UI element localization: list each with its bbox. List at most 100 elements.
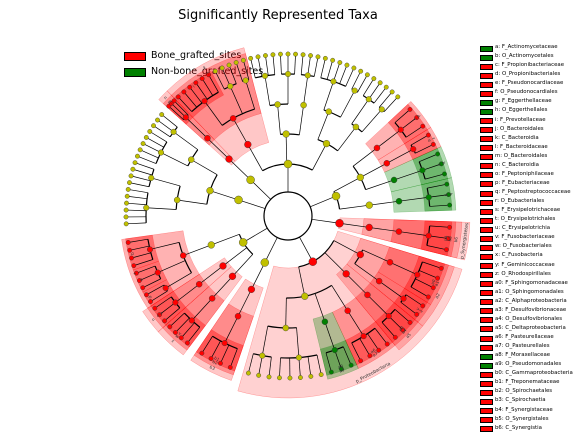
key-label: a4: O_Desulfovibrionales (495, 316, 562, 323)
taxon-node (378, 81, 382, 85)
taxon-node (385, 342, 389, 346)
tree-branch (353, 148, 377, 166)
key-swatch (480, 354, 493, 360)
key-label: d: O_Propionibacteriales (495, 71, 560, 78)
key-label: k: C_Bacteroidia (495, 135, 539, 142)
taxon-node (171, 129, 177, 135)
key-swatch (480, 109, 493, 115)
key-label: a0: F_Sphingomonadaceae (495, 280, 568, 287)
taxon-node (288, 376, 292, 380)
taxon-node (124, 208, 128, 212)
taxon-node (176, 95, 180, 99)
taxon-node (309, 258, 317, 266)
key-swatch (480, 73, 493, 79)
tree-branch (352, 99, 369, 124)
taxon-node (308, 53, 312, 57)
taxon-node (148, 299, 152, 303)
key-swatch (480, 308, 493, 314)
tree-branch (126, 223, 146, 224)
tree-branch (137, 156, 156, 163)
taxon-node (147, 247, 153, 253)
taxon-node (179, 336, 183, 340)
taxon-node (129, 174, 133, 178)
key-label: s: F_Erysipelotrichaceae (495, 207, 560, 214)
taxon-node (415, 312, 419, 316)
taxon-node (261, 259, 269, 267)
tree-branch (286, 134, 287, 164)
key-label: a5: C_Deltaproteobacteria (495, 325, 566, 332)
key-entry: a2: C_Alphaproteobacteria (480, 298, 576, 307)
key-label: q: F_Peptostreptococcaceae (495, 189, 571, 196)
key-entry: v: F_Fusobacteriaceae (480, 234, 576, 243)
taxon-node (293, 52, 297, 56)
taxon-node (322, 319, 328, 325)
taxon-node (426, 233, 432, 239)
key-swatch (480, 181, 493, 187)
key-entry: m: O_Bacteroidales (480, 153, 576, 162)
key-label: l: F_Bacteroidaceae (495, 144, 548, 151)
key-label: i: F_Prevotellaceae (495, 117, 546, 124)
taxon-node (263, 53, 267, 57)
taxon-node (163, 285, 169, 291)
taxon-node (396, 198, 402, 204)
taxon-node (155, 118, 159, 122)
taxon-node (301, 53, 305, 57)
tree-branch (346, 68, 354, 86)
key-entry: d: O_Propionibacteriales (480, 71, 576, 80)
taxon-node (366, 202, 373, 209)
taxon-node (401, 296, 407, 302)
key-swatch (480, 399, 493, 405)
key-swatch (480, 245, 493, 251)
key-label: a9: O_Pseudomonadales (495, 361, 561, 368)
tree-branch (251, 180, 271, 199)
key-label: b6: C_Synergistia (495, 425, 542, 432)
taxon-node (447, 225, 451, 229)
key-entry: a9: O_Pseudomonadales (480, 361, 576, 370)
taxon-node (335, 219, 343, 227)
taxon-node (323, 140, 330, 147)
key-label: a7: O_Pasteurellales (495, 343, 550, 350)
key-entry: a3: F_Desulfovibrionaceae (480, 307, 576, 316)
taxon-node (415, 272, 421, 278)
taxon-node (138, 148, 142, 152)
taxon-node (256, 55, 260, 59)
key-label: a3: F_Desulfovibrionaceae (495, 307, 566, 314)
key-label: a: F_Actinomycetaceae (495, 44, 558, 51)
taxon-node (126, 187, 130, 191)
key-label: b1: F_Treponemataceae (495, 379, 559, 386)
taxon-node (285, 71, 291, 77)
taxon-node (209, 295, 215, 301)
taxon-node (125, 194, 129, 198)
taxon-node (241, 58, 245, 62)
tree-branch (338, 127, 356, 151)
key-label: a1: O_Sphingomonadales (495, 289, 564, 296)
taxon-node (182, 90, 186, 94)
taxon-node (158, 150, 164, 156)
key-swatch (480, 209, 493, 215)
tree-branch (273, 55, 275, 75)
key-entry: a8: F_Moraxellaceae (480, 352, 576, 361)
taxon-node (204, 135, 210, 141)
key-entry: b4: F_Synergistaceae (480, 407, 576, 416)
root-node (285, 213, 291, 219)
taxon-node (155, 270, 161, 276)
taxon-node (230, 115, 236, 121)
tree-branch (280, 54, 281, 74)
taxon-node (384, 160, 390, 166)
taxon-node (129, 256, 133, 260)
tree-branch (258, 57, 262, 77)
key-swatch (480, 326, 493, 332)
taxon-node (408, 320, 412, 324)
key-swatch (480, 236, 493, 242)
taxon-node (246, 371, 250, 375)
key-entry: b0: C_Gammaproteobacteria (480, 370, 576, 379)
taxon-node (141, 286, 145, 290)
key-swatch (480, 290, 493, 296)
taxon-node (196, 281, 202, 287)
key-entry: o: F_Peptoniphilaceae (480, 171, 576, 180)
tree-branch (133, 169, 152, 175)
taxon-node (283, 131, 290, 138)
key-label: b: O_Actinomycetales (495, 53, 554, 60)
tree-branch (327, 60, 333, 79)
tree-branch (251, 58, 256, 77)
